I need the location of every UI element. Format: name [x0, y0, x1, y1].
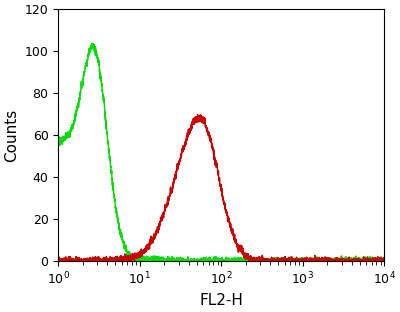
Y-axis label: Counts: Counts: [4, 109, 19, 162]
X-axis label: FL2-H: FL2-H: [199, 293, 243, 308]
